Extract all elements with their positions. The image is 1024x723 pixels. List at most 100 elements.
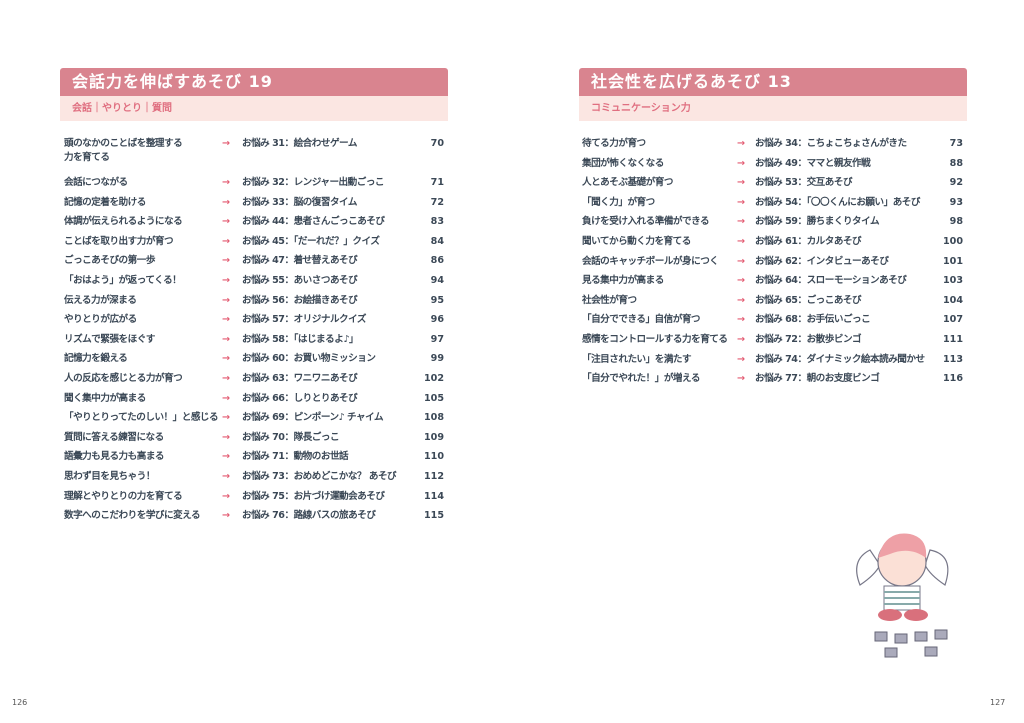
toc-row-page: 92 xyxy=(949,177,963,189)
toc-row: 伝える力が深まる → お悩み 56：お絵描きあそび 95 xyxy=(64,294,444,314)
toc-row-item: お悩み 75：お片づけ運動会あそび xyxy=(242,490,385,502)
toc-row-page: 109 xyxy=(423,431,444,443)
toc-row-item: お悩み 74：ダイナミック絵本読み聞かせ xyxy=(755,353,925,365)
toc-row: 負けを受け入れる準備ができる → お悩み 59：勝ちまくりタイム 98 xyxy=(582,215,963,235)
toc-row: やりとりが広がる → お悩み 57：オリジナルクイズ 96 xyxy=(64,313,444,333)
toc-row: 記憶力を鍛える → お悩み 60：お買い物ミッション 99 xyxy=(64,352,444,372)
arrow-icon: → xyxy=(737,314,746,326)
toc-row-benefit: 集団が怖くなくなる xyxy=(582,157,664,169)
toc-row: 会話につながる → お悩み 32：レンジャー出動ごっこ 71 xyxy=(64,176,444,196)
toc-row-page: 84 xyxy=(430,235,444,247)
toc-row-benefit: 「おはよう」が返ってくる！ xyxy=(64,274,182,286)
toc-row-benefit: 「聞く力」が育つ xyxy=(582,196,655,208)
arrow-icon: → xyxy=(222,216,231,228)
toc-row-item: お悩み 49：ママと親友作戦 xyxy=(755,157,871,169)
right-section-subtitle: コミュニケーション力 xyxy=(579,96,967,121)
toc-row-benefit: ごっこあそびの第一歩 xyxy=(64,255,155,267)
toc-row-benefit: 伝える力が深まる xyxy=(64,294,137,306)
toc-row-benefit: 感情をコントロールする力を育てる xyxy=(582,333,728,345)
left-toc-list: 頭のなかのことばを整理する 力を育てる → お悩み 31：絵合わせゲーム 70 会話につ… xyxy=(64,137,444,529)
arrow-icon: → xyxy=(222,177,231,188)
toc-row-page: 71 xyxy=(430,177,444,188)
toc-row-benefit: ことばを取り出す力が育つ xyxy=(64,235,174,247)
arrow-icon: → xyxy=(737,235,746,247)
toc-row-page: 95 xyxy=(430,294,444,306)
toc-row: 会話のキャッチボールが身につく → お悩み 62：インタビューあそび 101 xyxy=(582,255,963,275)
toc-row: 社会性が育つ → お悩み 65：ごっこあそび 104 xyxy=(582,294,963,314)
toc-row: 「注目されたい」を満たす → お悩み 74：ダイナミック絵本読み聞かせ 113 xyxy=(582,353,963,373)
toc-row-page: 86 xyxy=(430,255,444,267)
toc-row-item: お悩み 47：着せ替えあそび xyxy=(242,255,358,267)
toc-row: 思わず目を見ちゃう！ → お悩み 73：おめめどこかな？ あそび 112 xyxy=(64,470,444,490)
toc-row-page: 116 xyxy=(942,373,963,385)
arrow-icon: → xyxy=(222,451,231,463)
toc-row-page: 107 xyxy=(942,314,963,326)
toc-row: 「自分でやれた！」が増える → お悩み 77：朝のお支度ビンゴ 116 xyxy=(582,372,963,392)
toc-row-item: お悩み 55：あいさつあそび xyxy=(242,274,358,286)
arrow-icon: → xyxy=(222,470,231,482)
left-section-subtitle: 会話｜やりとり｜質問 xyxy=(60,96,448,121)
toc-row-item: お悩み 32：レンジャー出動ごっこ xyxy=(242,177,385,188)
right-toc-list: 待てる力が育つ → お悩み 34：こちょこちょさんがきた 73 集団が怖くなくなる → お悩… xyxy=(582,137,963,392)
toc-row-item: お悩み 73：おめめどこかな？ あそび xyxy=(242,470,397,482)
toc-row-item: お悩み 64：スローモーションあそび xyxy=(755,275,907,287)
toc-row: 語彙力も見る力も高まる → お悩み 71：動物のお世話 110 xyxy=(64,450,444,470)
toc-row-page: 110 xyxy=(423,451,444,463)
toc-row-item: お悩み 56：お絵描きあそび xyxy=(242,294,358,306)
toc-row-benefit: 会話のキャッチボールが身につく xyxy=(582,255,719,267)
toc-row-benefit: 数字へのこだわりを学びに変える xyxy=(64,510,201,522)
toc-row-page: 72 xyxy=(430,196,444,208)
toc-row-item: お悩み 34：こちょこちょさんがきた xyxy=(755,138,907,149)
toc-row-page: 88 xyxy=(949,157,963,169)
toc-row-page: 103 xyxy=(942,275,963,287)
arrow-icon: → xyxy=(222,294,231,306)
toc-row-benefit: 「自分でやれた！」が増える xyxy=(582,373,700,385)
toc-row: 記憶の定着を助ける → お悩み 33：脳の復習タイム 72 xyxy=(64,196,444,216)
toc-row-benefit: 「注目されたい」を満たす xyxy=(582,353,692,365)
toc-row-page: 113 xyxy=(942,353,963,365)
toc-row: 人とあそぶ基礎が育つ → お悩み 53：交互あそび 92 xyxy=(582,176,963,196)
arrow-icon: → xyxy=(222,138,231,149)
toc-row-page: 99 xyxy=(430,353,444,365)
toc-row-benefit: 記憶力を鍛える xyxy=(64,353,128,365)
toc-row-page: 96 xyxy=(430,314,444,326)
toc-row-page: 83 xyxy=(430,216,444,228)
toc-row: 「聞く力」が育つ → お悩み 54：「〇〇くんにお願い」あそび 93 xyxy=(582,196,963,216)
arrow-icon: → xyxy=(737,255,746,267)
toc-row-benefit: 思わず目を見ちゃう！ xyxy=(64,470,155,482)
arrow-icon: → xyxy=(737,138,746,149)
toc-row-benefit: 記憶の定着を助ける xyxy=(64,196,146,208)
toc-row: 頭のなかのことばを整理する 力を育てる → お悩み 31：絵合わせゲーム 70 xyxy=(64,137,444,176)
right-section-title: 社会性を広げるあそび 13 xyxy=(579,68,967,96)
toc-row: 体調が伝えられるようになる → お悩み 44：患者さんごっこあそび 83 xyxy=(64,215,444,235)
arrow-icon: → xyxy=(222,235,231,247)
arrow-icon: → xyxy=(737,196,746,208)
toc-row: 「やりとりってたのしい！」と感じる → お悩み 69：ピンポーン♪ チャイム 108 xyxy=(64,411,444,431)
toc-row-page: 97 xyxy=(430,333,444,345)
arrow-icon: → xyxy=(222,412,231,424)
toc-row-item: お悩み 62：インタビューあそび xyxy=(755,255,889,267)
toc-row-benefit: 社会性が育つ xyxy=(582,294,637,306)
toc-row-page: 105 xyxy=(423,392,444,404)
toc-row-page: 112 xyxy=(423,470,444,482)
toc-row: 聞く集中力が高まる → お悩み 66：しりとりあそび 105 xyxy=(64,392,444,412)
left-section-title: 会話力を伸ばすあそび 19 xyxy=(60,68,448,96)
toc-row-item: お悩み 77：朝のお支度ビンゴ xyxy=(755,373,880,385)
toc-row-item: お悩み 58：「はじまるよ♪」 xyxy=(242,333,359,345)
arrow-icon: → xyxy=(737,353,746,365)
toc-row-benefit: 見る集中力が高まる xyxy=(582,275,664,287)
toc-row: 数字へのこだわりを学びに変える → お悩み 76：路線バスの旅あそび 115 xyxy=(64,509,444,529)
toc-row-item: お悩み 33：脳の復習タイム xyxy=(242,196,358,208)
toc-row-page: 104 xyxy=(942,294,963,306)
arrow-icon: → xyxy=(737,373,746,385)
toc-row-page: 115 xyxy=(423,510,444,522)
toc-row-benefit: やりとりが広がる xyxy=(64,314,137,326)
right-page-number: 127 xyxy=(990,698,1006,707)
toc-row: 人の反応を感じとる力が育つ → お悩み 63：ワニワニあそび 102 xyxy=(64,372,444,392)
toc-row-item: お悩み 61：カルタあそび xyxy=(755,235,862,247)
toc-row-item: お悩み 59：勝ちまくりタイム xyxy=(755,216,880,228)
toc-row-item: お悩み 31：絵合わせゲーム xyxy=(242,138,357,149)
arrow-icon: → xyxy=(222,274,231,286)
toc-row-benefit: 質問に答える練習になる xyxy=(64,431,164,443)
arrow-icon: → xyxy=(737,333,746,345)
